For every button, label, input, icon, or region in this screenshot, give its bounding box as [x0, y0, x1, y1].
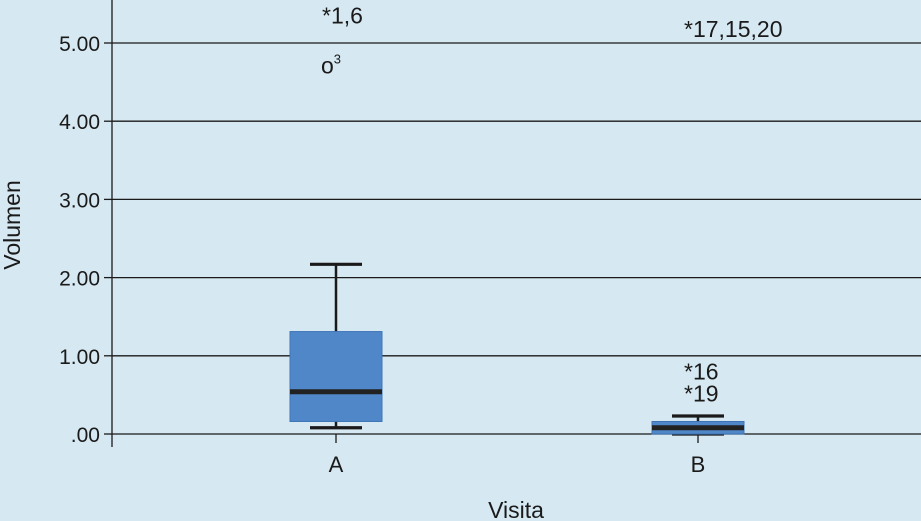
- y-tick-label: 2.00: [59, 268, 100, 291]
- boxes: o3 *1,6 *17,15,20 *16*19: [289, 3, 782, 436]
- box-B: *17,15,20 *16*19: [651, 16, 782, 436]
- extreme-marker: *17,15,20: [684, 16, 782, 42]
- y-tick-label: 1.00: [59, 346, 100, 369]
- outlier-label: 3: [334, 51, 341, 66]
- labels: Volumen Visita: [0, 180, 544, 521]
- y-axis-title: Volumen: [0, 180, 25, 270]
- x-tick-label: B: [691, 452, 706, 477]
- extreme-marker: *1,6: [322, 3, 363, 29]
- box-iqr: [289, 331, 383, 422]
- outlier-marker: o3: [321, 51, 341, 78]
- extreme-marker: *16: [684, 358, 719, 384]
- y-tick-label: 5.00: [59, 33, 100, 56]
- gridlines: [112, 42, 921, 435]
- axes: .00 1.00 2.00 3.00 4.00 5.00 A B: [59, 0, 705, 477]
- box-A: o3 *1,6: [289, 3, 383, 430]
- y-tick-label: 4.00: [59, 111, 100, 134]
- y-tick-label: .00: [71, 424, 100, 447]
- x-tick-label: A: [329, 452, 344, 477]
- x-axis-title: Visita: [488, 497, 544, 521]
- extreme-marker: *19: [684, 380, 719, 406]
- y-tick-label: 3.00: [59, 189, 100, 212]
